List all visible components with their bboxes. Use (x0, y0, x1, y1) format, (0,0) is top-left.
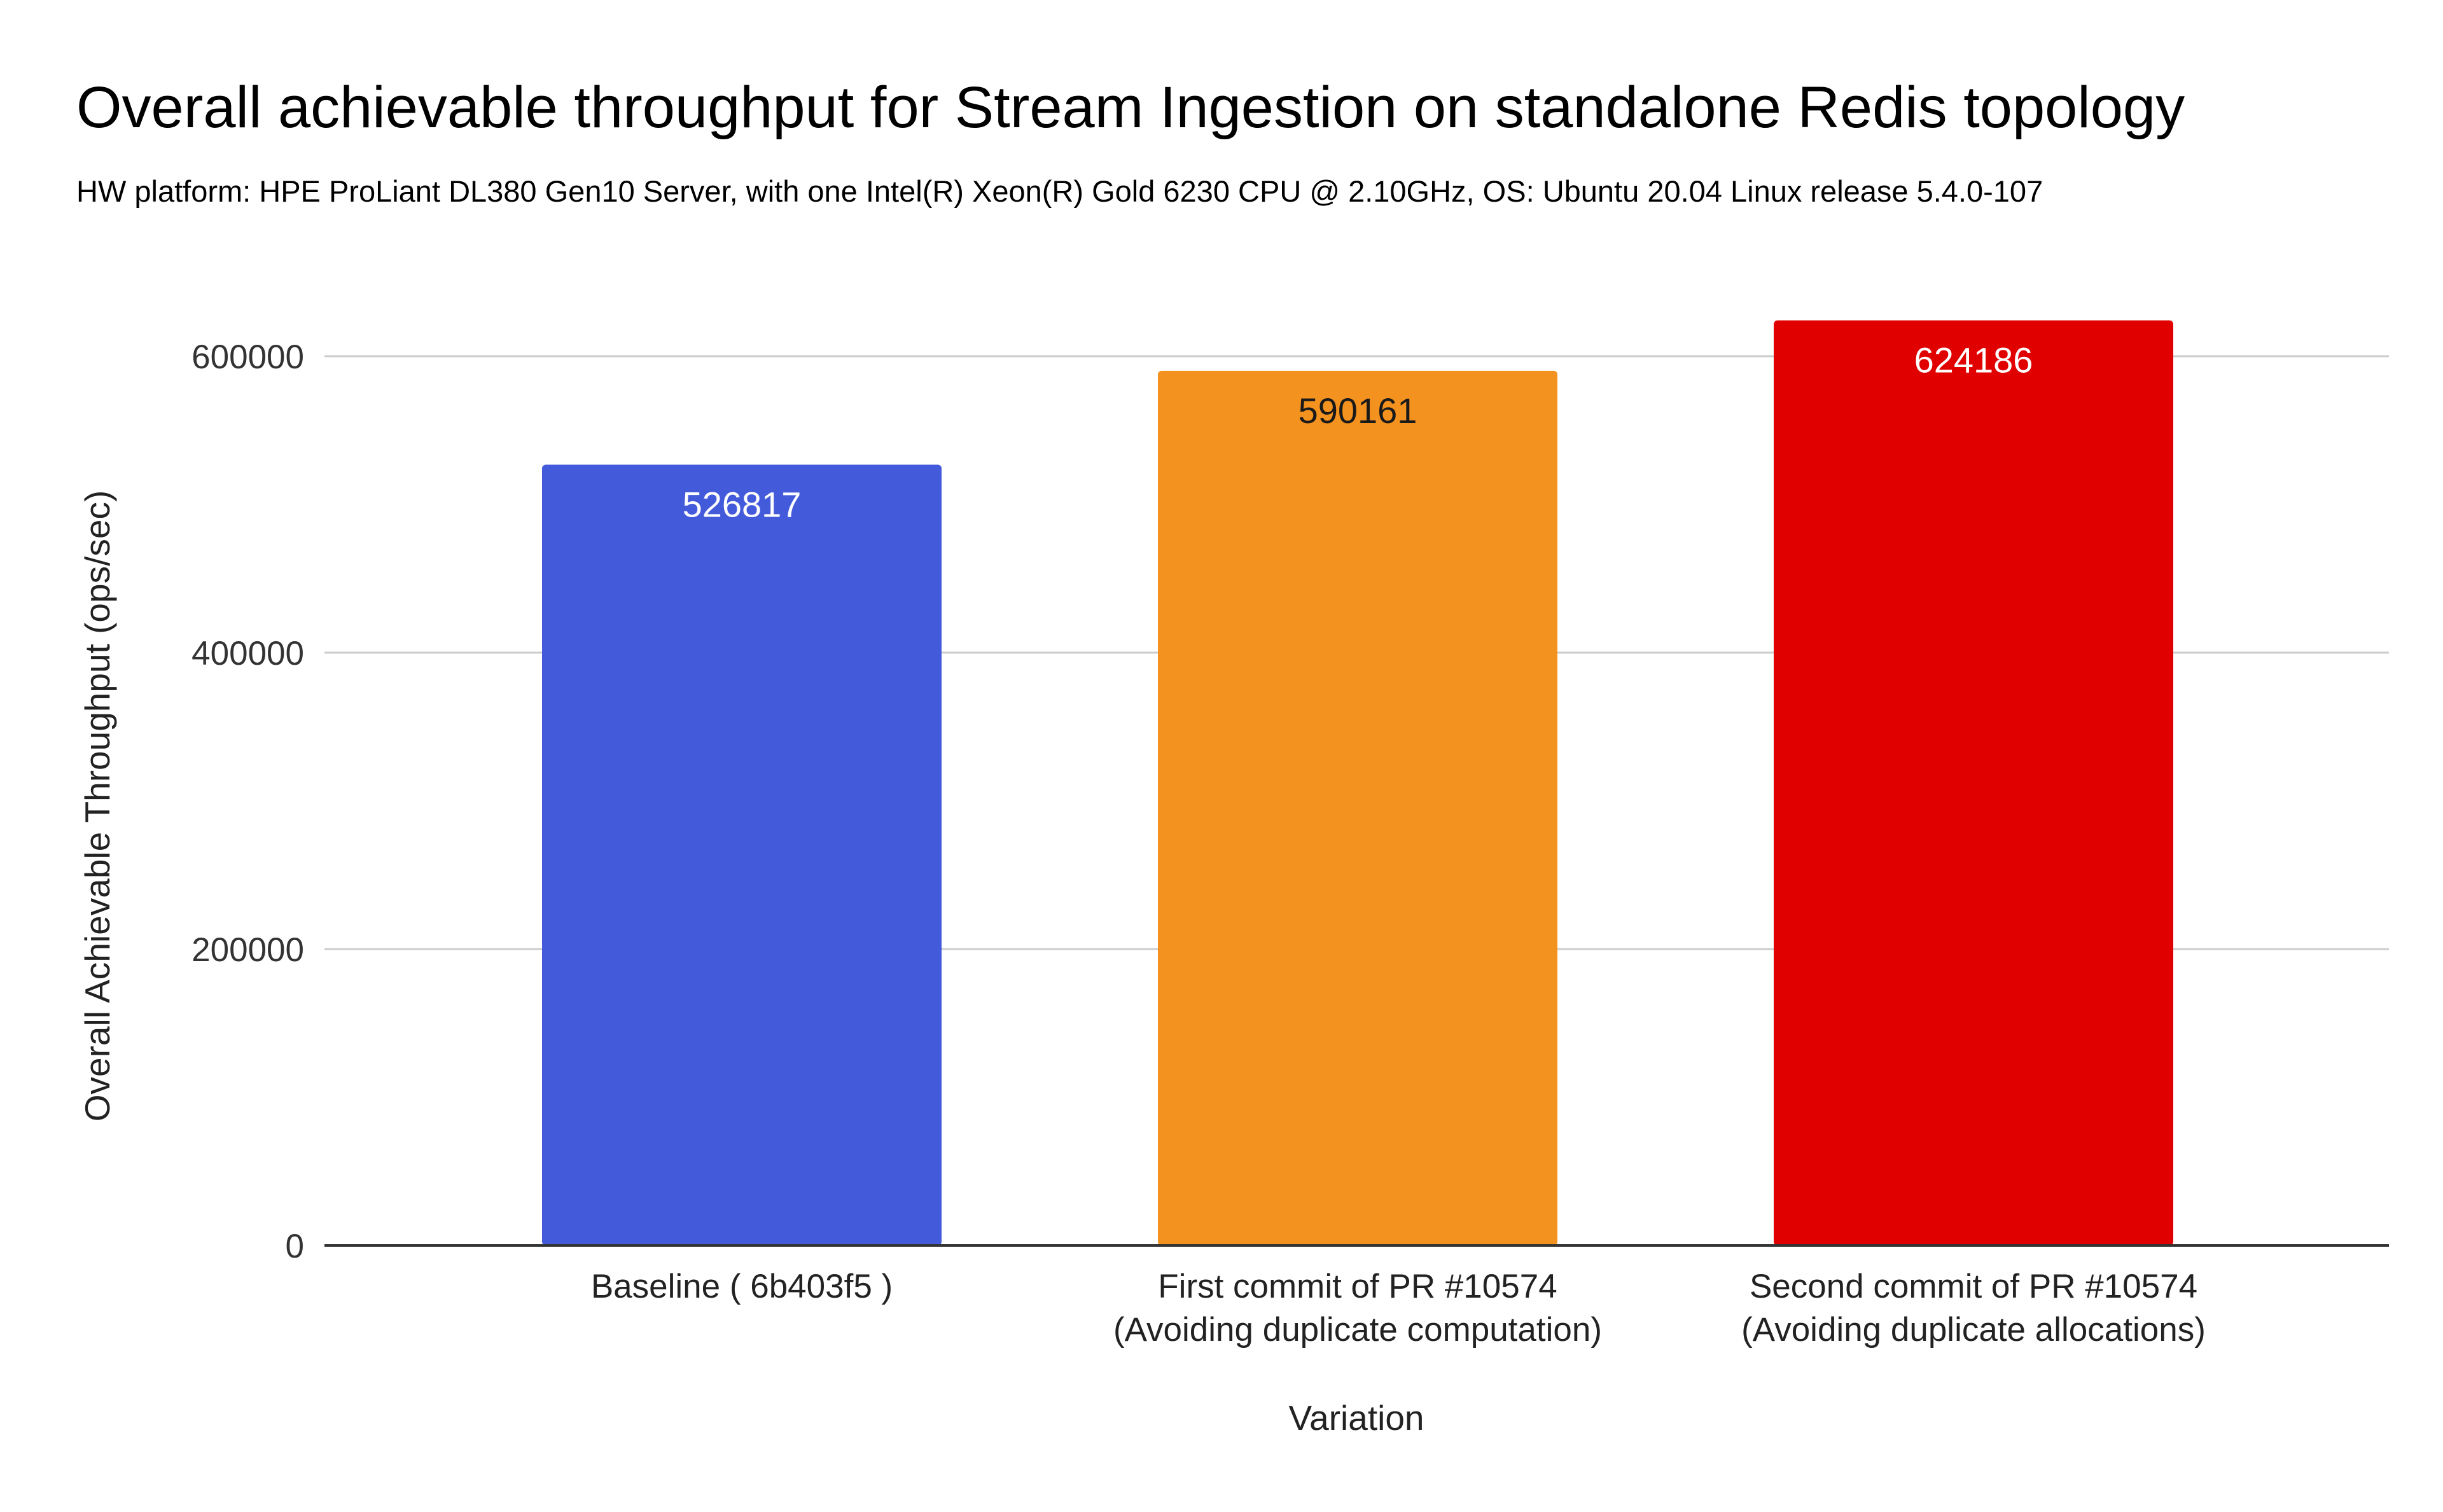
x-axis-label: Variation (1289, 1398, 1424, 1438)
bar (1774, 320, 2173, 1245)
y-tick-label: 0 (286, 1228, 304, 1265)
x-tick-label: First commit of PR #10574 (1158, 1268, 1557, 1305)
data-label: 624186 (1914, 340, 2033, 380)
y-tick-label: 200000 (191, 931, 304, 969)
y-tick-label: 600000 (191, 338, 304, 376)
x-axis-ticks: Baseline ( 6b403f5 ) First commit of PR #… (591, 1268, 2206, 1349)
x-tick-label: (Avoiding duplicate computation) (1113, 1311, 1602, 1349)
y-axis-label: Overall Achievable Throughput (ops/sec) (78, 490, 117, 1122)
chart-title: Overall achievable throughput for Stream… (76, 75, 2185, 140)
chart-subtitle: HW platform: HPE ProLiant DL380 Gen10 Se… (76, 174, 2043, 208)
x-tick-label: Second commit of PR #10574 (1750, 1268, 2197, 1305)
data-label: 526817 (683, 485, 802, 525)
y-axis-ticks: 0 200000 400000 600000 (191, 338, 304, 1265)
data-label: 590161 (1298, 391, 1417, 431)
bar (1158, 370, 1557, 1246)
bar (542, 464, 942, 1246)
x-tick-label: (Avoiding duplicate allocations) (1741, 1311, 2206, 1349)
bars: 526817 590161 624186 (542, 320, 2173, 1246)
x-tick-label: Baseline ( 6b403f5 ) (591, 1268, 893, 1305)
y-tick-label: 400000 (191, 635, 304, 672)
